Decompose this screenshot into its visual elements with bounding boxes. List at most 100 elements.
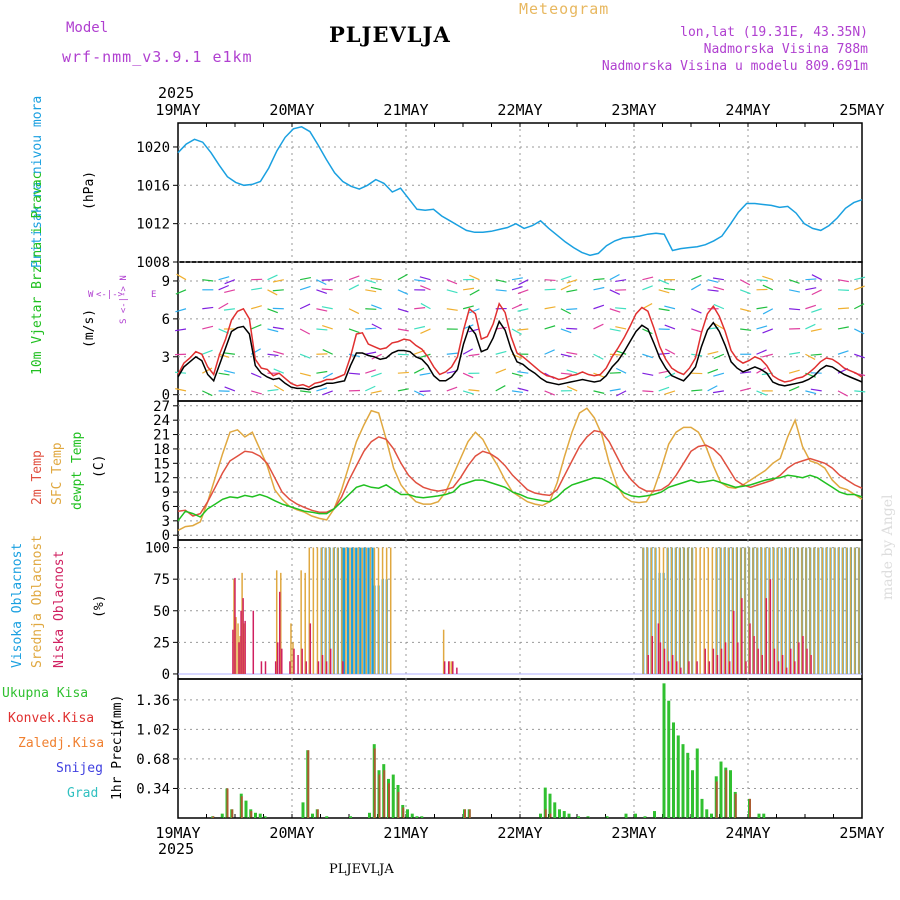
wind-arrow bbox=[762, 275, 773, 281]
compass-arrows-we: <-|-> bbox=[96, 290, 124, 300]
precip-total-bar bbox=[301, 802, 305, 818]
year-top: 2025 bbox=[158, 84, 195, 102]
wind-arrow bbox=[805, 353, 816, 360]
wind-arrow bbox=[321, 306, 333, 310]
precip-total-bar bbox=[553, 802, 557, 818]
xtick-label-top: 19MAY bbox=[155, 101, 200, 119]
cloud-ytick-label: 25 bbox=[153, 635, 170, 651]
precip-total-bar bbox=[667, 700, 671, 818]
wind-arrow bbox=[811, 308, 822, 313]
wind-ytick-label: 6 bbox=[162, 312, 170, 328]
wind-arrow bbox=[365, 369, 376, 374]
xtick-label-top: 23MAY bbox=[611, 101, 656, 119]
wind-ytick-label: 3 bbox=[162, 350, 170, 366]
wind-arrow bbox=[495, 279, 507, 283]
high-cloud-bar bbox=[351, 547, 354, 674]
temp-ytick-label: 0 bbox=[162, 528, 170, 544]
wind-arrow bbox=[175, 308, 187, 313]
wind-arrow bbox=[713, 372, 725, 377]
wind-arrow bbox=[740, 387, 752, 392]
precip-total-bar bbox=[368, 812, 371, 818]
wind-arrow bbox=[299, 353, 311, 359]
wind-arrow bbox=[805, 304, 817, 310]
precip-total-bar bbox=[695, 748, 699, 818]
wind-arrow bbox=[267, 289, 278, 296]
precip-conv-bar bbox=[250, 811, 253, 818]
precip-total-bar bbox=[762, 813, 766, 818]
precip-total-bar bbox=[643, 816, 647, 818]
precip-total-bar bbox=[244, 800, 248, 818]
wind-arrow bbox=[739, 279, 751, 286]
wind-arrow bbox=[495, 350, 507, 355]
wind-arrow bbox=[566, 279, 578, 284]
wind-arrow bbox=[560, 328, 572, 334]
wind-arrow bbox=[810, 353, 822, 356]
wind-arrow bbox=[348, 275, 360, 281]
wind-arrow bbox=[756, 306, 768, 310]
wind-arrow bbox=[468, 328, 480, 333]
precip-conv-bar bbox=[378, 774, 381, 818]
wind-arrow bbox=[322, 325, 333, 330]
precip-conv-bar bbox=[231, 809, 234, 818]
precip-conv-bar bbox=[749, 798, 751, 818]
precip-total-bar bbox=[311, 813, 314, 818]
wind-arrow bbox=[664, 372, 676, 379]
xtick-label-bottom: 22MAY bbox=[497, 824, 542, 842]
precip-total-bar bbox=[391, 774, 395, 818]
wind-arrow bbox=[566, 289, 578, 293]
wind-arrow bbox=[615, 350, 627, 355]
compass-ns: S <-|-> N bbox=[119, 275, 129, 324]
wind-arrow bbox=[322, 349, 333, 355]
wind-arrow bbox=[175, 328, 187, 332]
temp2m-line bbox=[177, 429, 863, 517]
legend-snow: Snijeg bbox=[56, 761, 103, 776]
wind-arrow bbox=[789, 351, 801, 355]
precip-total-bar bbox=[254, 812, 257, 818]
wind-arrow bbox=[854, 353, 865, 359]
wind-arrow bbox=[397, 371, 409, 374]
wind-arrow bbox=[273, 368, 285, 374]
precip-conv-bar bbox=[240, 796, 243, 818]
cloud-ytick-label: 0 bbox=[162, 667, 170, 683]
wind-arrow bbox=[202, 390, 213, 397]
wind-arrow bbox=[593, 323, 604, 330]
wind-arrow bbox=[714, 322, 725, 330]
precip-ytick-label: 0.34 bbox=[136, 781, 170, 797]
wind-arrow bbox=[642, 372, 654, 376]
wind-arrow bbox=[566, 351, 578, 355]
wind-arrow bbox=[397, 388, 409, 392]
wind-arrow bbox=[756, 325, 768, 330]
precip-total-bar bbox=[349, 816, 352, 818]
precip-total-bar bbox=[681, 744, 685, 818]
precip-conv-bar bbox=[316, 809, 319, 818]
wind-arrow bbox=[664, 390, 676, 395]
pressure-ytick-label: 1020 bbox=[136, 140, 170, 156]
lonlat-label: lon,lat (19.31E, 43.35N) bbox=[680, 25, 868, 40]
wind-arrow bbox=[609, 353, 621, 356]
wind-arrow bbox=[756, 349, 767, 355]
xtick-label-top: 24MAY bbox=[725, 101, 770, 119]
wind-arrow bbox=[322, 390, 333, 396]
wind-arrow bbox=[593, 353, 604, 360]
footer-station: PLJEVLJA bbox=[329, 862, 394, 877]
wind-arrow bbox=[468, 353, 480, 357]
precip-total-bar bbox=[420, 816, 424, 818]
precip-ytick-label: 1.36 bbox=[136, 693, 170, 709]
wind-arrow bbox=[413, 390, 425, 397]
wind-arrow bbox=[414, 279, 426, 282]
wind-arrow bbox=[267, 308, 278, 314]
wind-arrow bbox=[837, 326, 849, 330]
xtick-label-bottom: 23MAY bbox=[611, 824, 656, 842]
wind-arrow bbox=[413, 367, 425, 374]
temp-ytick-label: 15 bbox=[153, 456, 170, 472]
precip-ytick-label: 1.02 bbox=[136, 722, 170, 738]
wind-arrow bbox=[566, 369, 578, 374]
wind-ytick-label: 9 bbox=[162, 274, 170, 290]
precip-total-bar bbox=[220, 813, 224, 818]
wind-arrow bbox=[560, 353, 572, 358]
wind-arrow bbox=[811, 274, 822, 281]
wind-arrow bbox=[267, 274, 278, 281]
wind-arrow bbox=[218, 276, 230, 281]
wind-arrow bbox=[365, 289, 377, 293]
pressure-ytick-label: 1016 bbox=[136, 178, 170, 194]
